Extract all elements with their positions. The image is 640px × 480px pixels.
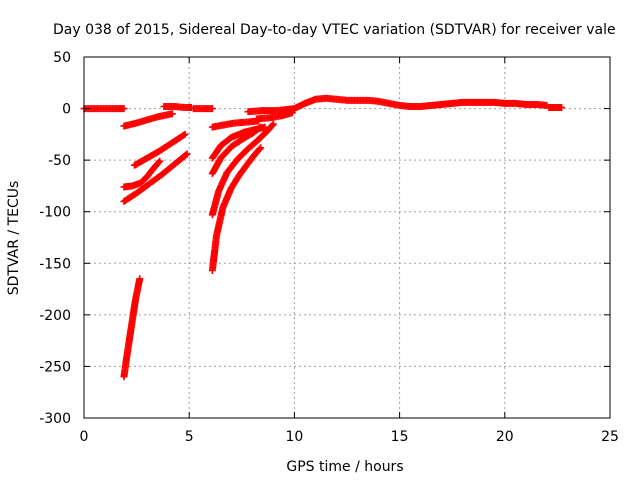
data-point [269,120,277,128]
y-tick-label: -50 [48,153,71,169]
series-arc-5 [130,130,189,169]
y-tick-label: 50 [53,50,71,66]
data-point [156,157,164,165]
data-point [183,150,191,158]
series-arc-16 [253,109,296,123]
y-tick-label: -200 [39,308,71,324]
data-point [257,144,265,152]
series-arc-12 [208,120,277,219]
axis-ticks [83,56,611,419]
data-point [256,124,264,132]
data-point [181,130,189,138]
series-arc-8 [120,275,144,381]
y-tick-label: -250 [39,359,71,375]
data-point [208,105,216,113]
data-point [180,131,188,139]
series-arc-9 [208,117,263,131]
series-arc-15 [545,104,566,112]
y-tick-label: -100 [39,205,71,221]
plot-frame [83,56,611,419]
series-arc-2 [120,110,176,130]
data-series [80,94,566,381]
data-point [257,123,265,131]
series-arc-14 [244,94,551,116]
series-arc-11 [208,123,265,178]
grid [84,57,610,418]
x-axis-label: GPS time / hours [286,459,403,475]
data-point [558,104,566,112]
series-arc-3 [160,103,195,112]
series-arc-4 [189,105,216,113]
data-point [155,158,163,166]
chart-title: Day 038 of 2015, Sidereal Day-to-day VTE… [53,22,616,38]
x-tick-label: 5 [185,429,194,445]
series-arc-6 [120,157,164,191]
data-point [120,105,128,113]
series-arc-13 [208,144,265,275]
x-tick-label: 15 [391,429,409,445]
data-point [136,275,144,283]
data-point [268,121,276,129]
data-point [168,110,176,118]
x-tick-label: 25 [601,429,619,445]
data-point [256,145,264,153]
data-point [288,109,296,117]
x-tick-label: 10 [285,429,303,445]
x-tick-label: 20 [496,429,514,445]
y-tick-label: 0 [62,102,71,118]
y-axis-label: SDTVAR / TECUs [6,181,22,296]
y-tick-label: -300 [39,411,71,427]
series-arc-7 [120,150,191,205]
x-tick-label: 0 [80,429,89,445]
data-point [182,151,190,159]
y-tick-label: -150 [39,256,71,272]
tick-labels: -300 -250 -200 -150 -100 -50 0 50 0 5 10 15 20 25 [39,50,619,445]
